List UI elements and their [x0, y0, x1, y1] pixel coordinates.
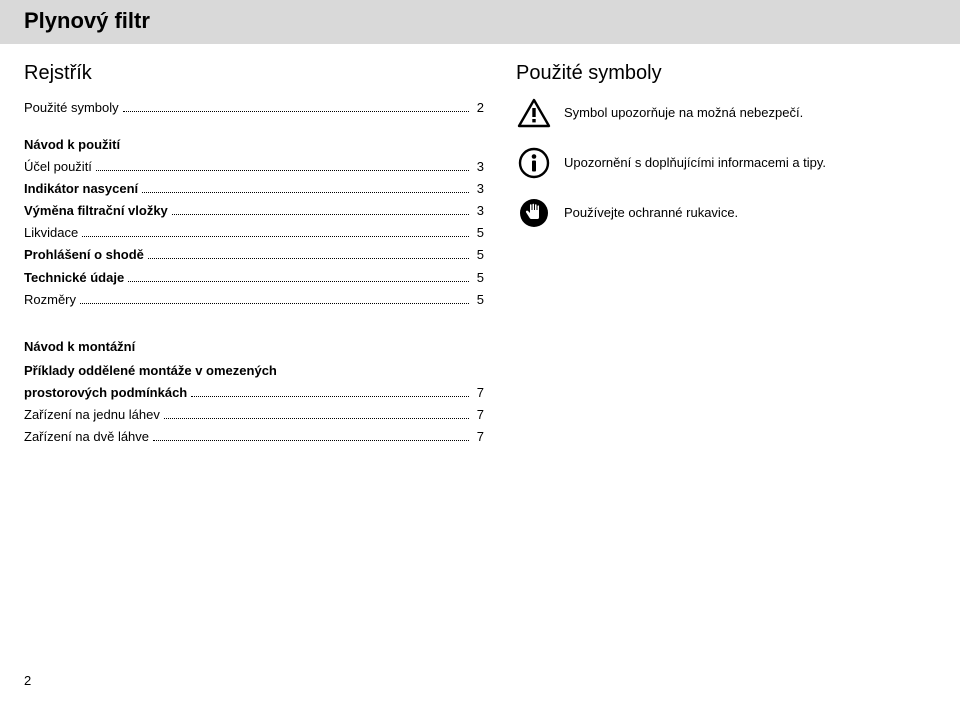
warning-triangle-icon [517, 98, 551, 128]
toc-label: Technické údaje [24, 267, 124, 289]
toc-dots [191, 396, 469, 397]
toc-page: 7 [473, 426, 484, 448]
toc-dots [172, 214, 469, 215]
toc-line: Prohlášení o shodě 5 [24, 244, 484, 266]
toc-page: 3 [473, 178, 484, 200]
column-left: Rejstřík Použité symboly 2 Návod k použit… [24, 62, 484, 448]
toc-line: Technické údaje 5 [24, 267, 484, 289]
toc-label: Prohlášení o shodě [24, 244, 144, 266]
toc-page: 3 [473, 156, 484, 178]
info-circle-icon [518, 147, 550, 179]
toc-label: Zařízení na jednu láhev [24, 404, 160, 426]
usage-list: Účel použití3Indikátor nasycení3Výměna f… [24, 156, 484, 311]
symbols-list: Symbol upozorňuje na možná nebezpečí. Upo… [516, 97, 936, 229]
mount-list: Zařízení na jednu láhev7Zařízení na dvě … [24, 404, 484, 448]
symbol-text: Upozornění s doplňujícími informacemi a … [564, 154, 936, 172]
toc-line: Použité symboly 2 [24, 97, 484, 119]
content-columns: Rejstřík Použité symboly 2 Návod k použit… [0, 44, 960, 448]
toc-page: 7 [473, 404, 484, 426]
toc-line: Zařízení na dvě láhve 7 [24, 426, 484, 448]
toc-dots [80, 303, 469, 304]
toc-line: Výměna filtrační vložky 3 [24, 200, 484, 222]
toc-dots [148, 258, 469, 259]
toc-label: Použité symboly [24, 97, 119, 119]
toc-label: Indikátor nasycení [24, 178, 138, 200]
page-title: Plynový filtr [24, 8, 936, 34]
mount-multiline-line2: prostorových podmínkách [24, 382, 187, 404]
usage-heading: Návod k použití [24, 137, 484, 152]
index-title: Rejstřík [24, 62, 484, 85]
info-icon [516, 147, 552, 179]
toc-dots [123, 111, 469, 112]
toc-dots [96, 170, 469, 171]
warning-icon [516, 97, 552, 129]
toc-label: Účel použití [24, 156, 92, 178]
toc-label: Likvidace [24, 222, 78, 244]
toc-line: Rozměry 5 [24, 289, 484, 311]
toc-dots [164, 418, 469, 419]
toc-line: prostorových podmínkách 7 [24, 382, 484, 404]
symbol-text: Používejte ochranné rukavice. [564, 204, 936, 222]
toc-line: Zařízení na jednu láhev 7 [24, 404, 484, 426]
toc-page: 5 [473, 222, 484, 244]
toc-label: Výměna filtrační vložky [24, 200, 168, 222]
toc-line: Indikátor nasycení 3 [24, 178, 484, 200]
mount-multiline-line1: Příklady oddělené montáže v omezených [24, 360, 484, 382]
header-band: Plynový filtr [0, 0, 960, 44]
toc-page: 3 [473, 200, 484, 222]
toc-page: 2 [473, 97, 484, 119]
toc-dots [128, 281, 469, 282]
toc-label: Rozměry [24, 289, 76, 311]
toc-dots [153, 440, 469, 441]
toc-page: 5 [473, 244, 484, 266]
glove-icon [516, 197, 552, 229]
column-right: Použité symboly Symbol upozorňuje na mož… [516, 62, 936, 448]
mount-multiline-item: Příklady oddělené montáže v omezených pr… [24, 360, 484, 404]
symbol-row: Upozornění s doplňujícími informacemi a … [516, 147, 936, 179]
mount-heading: Návod k montážní [24, 339, 484, 354]
toc-label: Zařízení na dvě láhve [24, 426, 149, 448]
page-number: 2 [24, 673, 31, 688]
toc-page: 5 [473, 267, 484, 289]
symbols-title: Použité symboly [516, 62, 936, 85]
toc-dots [82, 236, 469, 237]
glove-circle-icon [518, 197, 550, 229]
toc-line: Účel použití 3 [24, 156, 484, 178]
toc-dots [142, 192, 469, 193]
symbol-text: Symbol upozorňuje na možná nebezpečí. [564, 104, 936, 122]
toc-line: Likvidace 5 [24, 222, 484, 244]
toc-page: 7 [473, 382, 484, 404]
index-list: Použité symboly 2 [24, 97, 484, 119]
symbol-row: Používejte ochranné rukavice. [516, 197, 936, 229]
symbol-row: Symbol upozorňuje na možná nebezpečí. [516, 97, 936, 129]
toc-page: 5 [473, 289, 484, 311]
